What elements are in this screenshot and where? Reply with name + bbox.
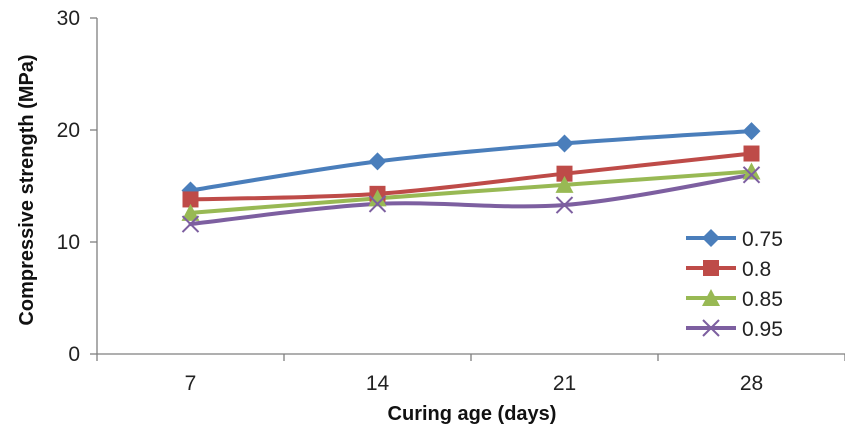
data-point-0.95 [555,196,574,214]
data-point-0.85 [181,203,200,221]
data-point-0.8 [182,191,199,208]
data-point-0.8 [743,145,760,162]
data-point-0.75 [555,134,574,153]
data-point-0.95-stroke [368,195,387,213]
y-tick-label: 0 [68,343,80,366]
data-point-0.95-stroke [181,215,200,233]
y-tick-label: 30 [57,7,80,30]
chart-axes: 0 10 20 30 7 14 21 28 [57,7,845,395]
data-point-0.95 [742,166,761,184]
legend-marker-0.95 [702,319,720,337]
x-axis-title: Curing age (days) [388,403,557,425]
x-tick-label: 28 [740,372,763,395]
data-point-0.8 [556,165,573,182]
legend-marker-0.85 [702,289,720,306]
data-point-0.95-stroke [555,196,574,214]
y-axis-title: Compressive strength (MPa) [16,54,38,325]
data-point-0.75 [368,152,387,171]
y-tick-label: 10 [57,231,80,254]
x-tick-label: 7 [185,372,197,395]
x-tick-label: 14 [366,372,390,395]
data-point-0.85 [555,175,574,193]
legend-label-0.95: 0.95 [742,318,783,341]
legend: 0.75 0.8 0.85 0.95 [686,228,783,341]
legend-label-0.75: 0.75 [742,228,783,251]
data-point-0.95 [181,215,200,233]
legend-marker-0.75 [702,229,720,247]
data-point-0.85 [742,162,761,180]
plot-area [181,122,761,233]
series-line-0.85 [188,169,754,215]
series-line-0.95 [188,172,754,227]
y-tick-label: 20 [57,119,80,142]
series-line-0.75 [188,129,754,193]
x-tick-label: 21 [553,372,576,395]
data-point-0.95 [368,195,387,213]
series-line-0.8 [188,151,754,202]
data-point-0.75 [742,122,761,141]
legend-label-0.8: 0.8 [742,258,771,281]
legend-label-0.85: 0.85 [742,288,783,311]
legend-marker-0.95-stroke [702,319,720,337]
data-point-0.95-stroke [742,166,761,184]
legend-marker-0.8 [703,260,719,276]
data-point-0.85 [368,189,387,207]
